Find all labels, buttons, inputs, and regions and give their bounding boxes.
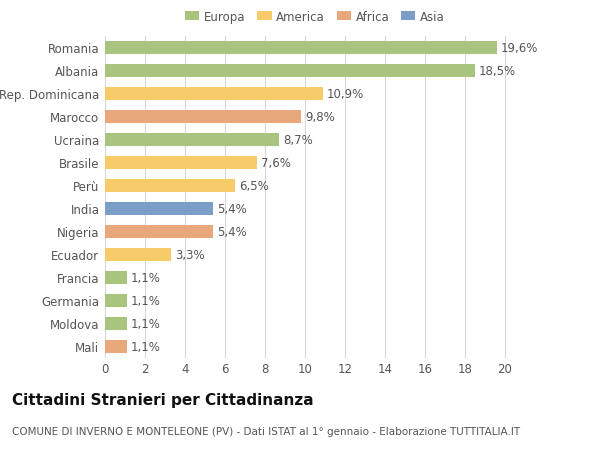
Text: 9,8%: 9,8%	[305, 111, 335, 123]
Text: 1,1%: 1,1%	[131, 340, 161, 353]
Bar	[105, 294, 127, 307]
Bar	[105, 157, 257, 169]
Bar	[105, 88, 323, 101]
Bar	[105, 225, 213, 238]
Text: 5,4%: 5,4%	[217, 225, 247, 238]
Bar	[105, 179, 235, 192]
Text: 5,4%: 5,4%	[217, 202, 247, 215]
Text: 7,6%: 7,6%	[261, 157, 291, 169]
Text: 6,5%: 6,5%	[239, 179, 269, 192]
Bar	[105, 317, 127, 330]
Bar	[105, 42, 497, 55]
Text: 19,6%: 19,6%	[501, 42, 538, 55]
Text: 8,7%: 8,7%	[283, 134, 313, 146]
Legend: Europa, America, Africa, Asia: Europa, America, Africa, Asia	[185, 11, 445, 23]
Text: Cittadini Stranieri per Cittadinanza: Cittadini Stranieri per Cittadinanza	[12, 392, 314, 408]
Bar	[105, 111, 301, 123]
Text: 1,1%: 1,1%	[131, 317, 161, 330]
Bar	[105, 248, 171, 261]
Bar	[105, 134, 279, 146]
Text: 1,1%: 1,1%	[131, 271, 161, 284]
Text: 1,1%: 1,1%	[131, 294, 161, 307]
Text: 10,9%: 10,9%	[327, 88, 364, 101]
Text: COMUNE DI INVERNO E MONTELEONE (PV) - Dati ISTAT al 1° gennaio - Elaborazione TU: COMUNE DI INVERNO E MONTELEONE (PV) - Da…	[12, 426, 520, 436]
Bar	[105, 340, 127, 353]
Text: 18,5%: 18,5%	[479, 65, 516, 78]
Bar	[105, 271, 127, 284]
Bar	[105, 202, 213, 215]
Bar	[105, 65, 475, 78]
Text: 3,3%: 3,3%	[175, 248, 205, 261]
